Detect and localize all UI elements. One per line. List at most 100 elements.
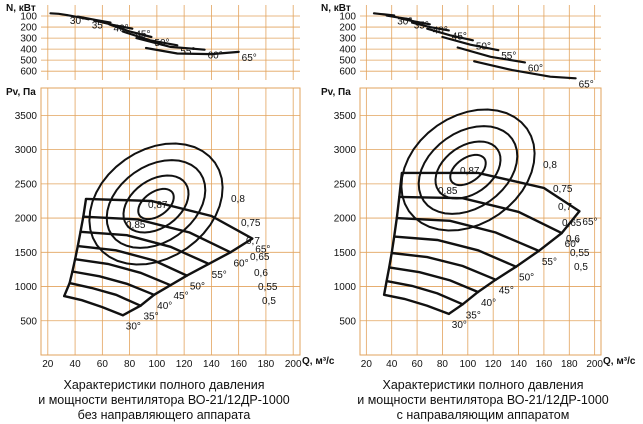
pressure-curve xyxy=(388,266,480,294)
power-curve xyxy=(108,23,153,39)
efficiency-label: 0,7 xyxy=(246,236,260,247)
pressure-curve xyxy=(76,244,189,277)
pressure-y-tick-label: 3000 xyxy=(334,145,357,156)
efficiency-label: 0,7 xyxy=(558,202,572,213)
power-curve xyxy=(441,35,500,52)
power-curve xyxy=(398,17,431,26)
power-curve xyxy=(135,37,206,51)
caption-line: Характеристики полного давления xyxy=(63,378,265,392)
x-axis-label: Q, м³/с xyxy=(302,356,335,367)
pressure-curve xyxy=(84,197,254,240)
pressure-curve-label: 30° xyxy=(452,320,467,331)
efficiency-contour xyxy=(105,159,207,249)
power-y-tick-label: 600 xyxy=(20,67,37,78)
power-curve-label: 55° xyxy=(180,46,195,57)
pressure-curve-label: 40° xyxy=(157,301,172,312)
x-tick-label: 200 xyxy=(586,359,603,370)
pressure-curve xyxy=(398,195,563,235)
pressure-curve-label: 50° xyxy=(519,273,534,284)
power-curve xyxy=(473,60,577,80)
pressure-curve-label: 65° xyxy=(582,217,597,228)
x-tick-label: 160 xyxy=(536,359,553,370)
x-tick-label: 140 xyxy=(203,359,220,370)
pressure-curve-label: 55° xyxy=(212,270,227,281)
pressure-curve-label: 65° xyxy=(255,245,270,256)
efficiency-contour xyxy=(449,153,487,187)
pressure-curve xyxy=(68,281,142,307)
x-tick-label: 180 xyxy=(258,359,275,370)
pressure-curve xyxy=(63,294,124,317)
power-y-tick-label: 500 xyxy=(339,56,356,67)
efficiency-contour xyxy=(122,174,190,234)
efficiency-label: 0,8 xyxy=(231,194,245,205)
efficiency-label: 0,5 xyxy=(262,296,276,307)
power-y-tick-label: 400 xyxy=(339,45,356,56)
surge-boundary-line xyxy=(382,172,404,296)
power-curve xyxy=(456,46,526,64)
power-curve xyxy=(410,21,450,32)
x-axis-label: Q, м³/с xyxy=(603,356,636,367)
caption-line: Характеристики полного давления xyxy=(382,378,584,392)
x-tick-label: 180 xyxy=(561,359,578,370)
efficiency-label: 0,55 xyxy=(258,282,278,293)
power-curve-label: 55° xyxy=(501,51,516,62)
pressure-y-tick-label: 2500 xyxy=(15,179,38,190)
pressure-y-tick-label: 1000 xyxy=(334,282,357,293)
power-curve xyxy=(372,12,396,17)
pressure-curve-label: 40° xyxy=(481,298,496,309)
power-curve xyxy=(144,46,240,56)
efficiency-label: 0,75 xyxy=(553,184,573,195)
pressure-curve xyxy=(71,270,156,296)
pressure-curve-label: 45° xyxy=(174,291,189,302)
efficiency-contour xyxy=(137,187,175,221)
x-tick-label: 80 xyxy=(124,359,136,370)
power-curve xyxy=(121,30,179,47)
power-y-tick-label: 100 xyxy=(20,12,37,23)
caption-line: и мощности вентилятора ВО-21/12ДР-1000 xyxy=(38,393,290,407)
pressure-y-tick-label: 3500 xyxy=(334,111,357,122)
x-tick-label: 200 xyxy=(285,359,302,370)
power-curve xyxy=(426,27,474,42)
pressure-y-tick-label: 500 xyxy=(339,316,356,327)
efficiency-label: 0,6 xyxy=(254,268,268,279)
pressure-curve xyxy=(382,293,450,316)
x-tick-label: 20 xyxy=(42,359,54,370)
power-y-tick-label: 100 xyxy=(339,12,356,23)
caption-right: Характеристики полного давления и мощнос… xyxy=(333,378,633,423)
pressure-curve-label: 30° xyxy=(126,321,141,332)
efficiency-label: 0,8 xyxy=(543,160,557,171)
caption-line: без направляющего аппарата xyxy=(77,408,251,422)
power-curve-label: 65° xyxy=(579,79,594,90)
pressure-curve-label: 45° xyxy=(499,286,514,297)
pressure-curve xyxy=(82,215,232,254)
pressure-curve xyxy=(400,171,581,213)
pressure-axis-label: Pv, Па xyxy=(6,87,36,98)
pressure-curve-label: 55° xyxy=(542,257,557,268)
power-curve-label: 60° xyxy=(208,51,223,62)
pressure-curve xyxy=(79,230,210,266)
pressure-y-tick-label: 3000 xyxy=(15,145,38,156)
power-curve-label: 40° xyxy=(433,25,448,36)
efficiency-label: 0,65 xyxy=(562,218,582,229)
efficiency-contour xyxy=(88,142,224,266)
x-tick-label: 100 xyxy=(459,359,476,370)
x-tick-label: 140 xyxy=(510,359,527,370)
efficiency-label: 0,87 xyxy=(460,166,480,177)
efficiency-contour xyxy=(400,108,536,232)
pressure-curve xyxy=(385,279,464,306)
pressure-curve-label: 60° xyxy=(565,239,580,250)
x-tick-label: 60 xyxy=(412,359,424,370)
pressure-y-tick-label: 3500 xyxy=(15,111,38,122)
right-boundary-line xyxy=(448,210,581,315)
x-tick-label: 100 xyxy=(149,359,166,370)
power-curve-label: 35° xyxy=(92,20,107,31)
pressure-curve-label: 60° xyxy=(233,258,248,269)
efficiency-label: 0,85 xyxy=(126,220,146,231)
x-tick-label: 160 xyxy=(230,359,247,370)
pressure-curve xyxy=(73,258,172,287)
power-y-tick-label: 500 xyxy=(20,56,37,67)
x-tick-label: 120 xyxy=(176,359,193,370)
pressure-y-tick-label: 2000 xyxy=(334,214,357,225)
efficiency-label: 0,65 xyxy=(250,252,270,263)
power-curve-label: 30° xyxy=(397,16,412,27)
